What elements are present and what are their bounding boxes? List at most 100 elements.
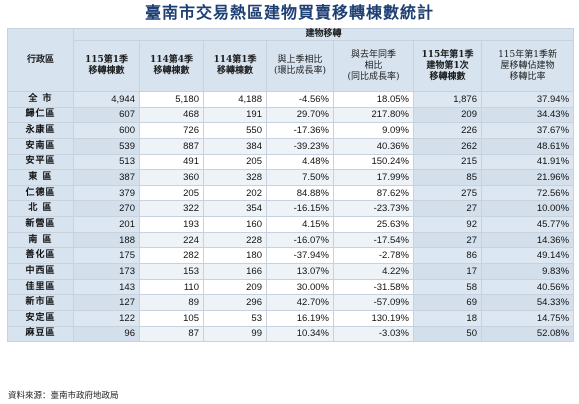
q114-1-cell: 4,188 — [203, 91, 267, 108]
column-header-yoy: 與去年同季 相比 (同比成長率) — [333, 40, 414, 92]
first-transfer-cell: 209 — [413, 106, 482, 124]
q115-1-cell: 607 — [73, 106, 140, 124]
table-body: 全 市 4,944 5,180 4,188 -4.56% 18.05% 1,876 37.94… — [7, 91, 575, 343]
group-header: 建物移轉 — [72, 28, 575, 41]
q115-1-cell: 143 — [73, 278, 140, 296]
column-header-first-transfer: 115年第1季 建物第1次 移轉棟數 — [413, 40, 482, 92]
district-cell: 安平區 — [7, 153, 74, 171]
qoq-cell: 30.00% — [266, 278, 334, 296]
district-cell: 麻豆區 — [7, 325, 74, 343]
new-ratio-cell: 48.61% — [480, 137, 575, 155]
q114-4-cell: 726 — [139, 122, 204, 139]
q114-1-cell: 180 — [203, 247, 267, 265]
column-header-qoq: 與上季相比 (環比成長率) — [266, 40, 334, 92]
q114-1-cell: 354 — [203, 200, 267, 218]
yoy-cell: 150.24% — [333, 153, 414, 171]
q114-4-cell: 110 — [139, 278, 204, 296]
q114-4-cell: 360 — [139, 169, 204, 186]
district-cell: 新營區 — [7, 216, 74, 233]
table-row: 新營區 201 193 160 4.15% 25.63% 92 45.77% — [7, 216, 575, 233]
first-transfer-cell: 1,876 — [413, 91, 482, 108]
q115-1-cell: 122 — [73, 309, 140, 327]
q115-1-cell: 387 — [73, 169, 140, 186]
yoy-cell: 217.80% — [333, 106, 414, 124]
district-cell: 中西區 — [7, 263, 74, 280]
column-header-q115-1: 115第1季 移轉棟數 — [73, 40, 140, 92]
q114-4-cell: 468 — [139, 106, 204, 124]
yoy-cell: 25.63% — [333, 216, 414, 233]
district-cell: 善化區 — [7, 247, 74, 265]
column-header-q114-1: 114第1季 移轉棟數 — [203, 40, 267, 92]
table-row: 永康區 600 726 550 -17.36% 9.09% 226 37.67% — [7, 122, 575, 139]
q114-4-cell: 205 — [139, 184, 204, 202]
qoq-cell: 4.48% — [266, 153, 334, 171]
yoy-cell: -57.09% — [333, 294, 414, 311]
qoq-cell: -17.36% — [266, 122, 334, 139]
new-ratio-cell: 10.00% — [480, 200, 575, 218]
new-ratio-cell: 40.56% — [480, 278, 575, 296]
first-transfer-cell: 226 — [413, 122, 482, 139]
first-transfer-cell: 17 — [413, 263, 482, 280]
new-ratio-cell: 37.94% — [480, 91, 575, 108]
q115-1-cell: 96 — [73, 325, 140, 343]
qoq-cell: -39.23% — [266, 137, 334, 155]
table-row: 佳里區 143 110 209 30.00% -31.58% 58 40.56% — [7, 278, 575, 296]
q115-1-cell: 600 — [73, 122, 140, 139]
new-ratio-cell: 41.91% — [480, 153, 575, 171]
table-row: 安南區 539 887 384 -39.23% 40.36% 262 48.61% — [7, 137, 575, 155]
q114-4-cell: 153 — [139, 263, 204, 280]
qoq-cell: -16.07% — [266, 231, 334, 249]
first-transfer-cell: 58 — [413, 278, 482, 296]
table-row: 安平區 513 491 205 4.48% 150.24% 215 41.91% — [7, 153, 575, 171]
new-ratio-cell: 34.43% — [480, 106, 575, 124]
q115-1-cell: 513 — [73, 153, 140, 171]
q114-4-cell: 193 — [139, 216, 204, 233]
first-transfer-cell: 262 — [413, 137, 482, 155]
qoq-cell: -37.94% — [266, 247, 334, 265]
qoq-cell: 4.15% — [266, 216, 334, 233]
q114-1-cell: 384 — [203, 137, 267, 155]
table-title: 臺南市交易熱區建物買賣移轉棟數統計 — [144, 3, 434, 22]
q114-1-cell: 205 — [203, 153, 267, 171]
table-row: 仁德區 379 205 202 84.88% 87.62% 275 72.56% — [7, 184, 575, 202]
qoq-cell: -4.56% — [266, 91, 334, 108]
first-transfer-cell: 27 — [413, 231, 482, 249]
q114-4-cell: 89 — [139, 294, 204, 311]
yoy-cell: 18.05% — [333, 91, 414, 108]
q115-1-cell: 127 — [73, 294, 140, 311]
q114-1-cell: 166 — [203, 263, 267, 280]
q114-4-cell: 282 — [139, 247, 204, 265]
first-transfer-cell: 50 — [413, 325, 482, 343]
district-cell: 全 市 — [7, 91, 74, 108]
table-row: 新市區 127 89 296 42.70% -57.09% 69 54.33% — [7, 294, 575, 311]
q114-4-cell: 224 — [139, 231, 204, 249]
new-ratio-cell: 14.36% — [480, 231, 575, 249]
qoq-cell: -16.15% — [266, 200, 334, 218]
q115-1-cell: 4,944 — [73, 91, 140, 108]
q114-1-cell: 550 — [203, 122, 267, 139]
yoy-cell: 4.22% — [333, 263, 414, 280]
q114-4-cell: 105 — [139, 309, 204, 327]
qoq-cell: 13.07% — [266, 263, 334, 280]
q114-1-cell: 191 — [203, 106, 267, 124]
table-row: 全 市 4,944 5,180 4,188 -4.56% 18.05% 1,876 37.94… — [7, 91, 575, 108]
first-transfer-cell: 92 — [413, 216, 482, 233]
column-header-new-ratio: 115年第1季新 屋移轉佔建物 移轉比率 — [480, 40, 575, 92]
table-row: 北 區 270 322 354 -16.15% -23.73% 27 10.00% — [7, 200, 575, 218]
q115-1-cell: 201 — [73, 216, 140, 233]
new-ratio-cell: 54.33% — [480, 294, 575, 311]
column-header-q114-4: 114第4季 移轉棟數 — [139, 40, 204, 92]
first-transfer-cell: 85 — [413, 169, 482, 186]
table-row: 南 區 188 224 228 -16.07% -17.54% 27 14.36% — [7, 231, 575, 249]
qoq-cell: 16.19% — [266, 309, 334, 327]
q114-1-cell: 228 — [203, 231, 267, 249]
q114-1-cell: 209 — [203, 278, 267, 296]
first-transfer-cell: 86 — [413, 247, 482, 265]
new-ratio-cell: 14.75% — [480, 309, 575, 327]
yoy-cell: 17.99% — [333, 169, 414, 186]
table-row: 歸仁區 607 468 191 29.70% 217.80% 209 34.43% — [7, 106, 575, 124]
table-row: 安定區 122 105 53 16.19% 130.19% 18 14.75% — [7, 309, 575, 327]
yoy-cell: 40.36% — [333, 137, 414, 155]
q115-1-cell: 270 — [73, 200, 140, 218]
district-cell: 歸仁區 — [7, 106, 74, 124]
